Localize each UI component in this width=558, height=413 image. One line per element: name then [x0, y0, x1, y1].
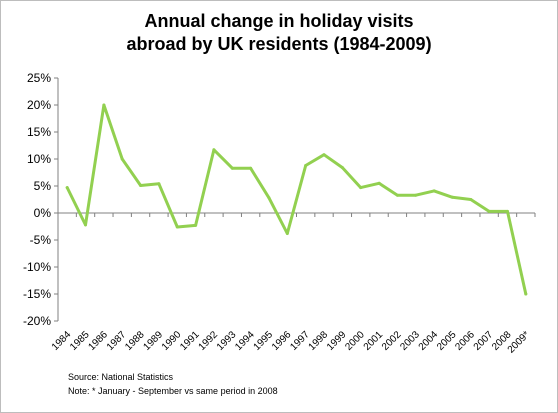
data-point: [102, 103, 106, 107]
x-tick-label: 1986: [86, 329, 110, 353]
x-tick-label: 1991: [178, 329, 202, 353]
x-tick-label: 1987: [105, 329, 129, 353]
footnote: Note: * January - September vs same peri…: [68, 386, 278, 396]
data-point: [285, 232, 289, 235]
data-point: [120, 157, 124, 161]
y-tick-label: -10%: [23, 260, 51, 274]
data-point: [506, 209, 509, 213]
x-tick-label: 1985: [68, 329, 92, 353]
data-point: [469, 198, 473, 201]
series-line: [65, 103, 528, 296]
x-tick-label: 1990: [160, 329, 184, 353]
x-tick-label: 1993: [215, 329, 239, 353]
data-point: [267, 196, 271, 200]
data-point: [194, 223, 198, 227]
y-tick-label: -5%: [30, 233, 52, 247]
y-tick-label: -20%: [23, 314, 51, 328]
x-tick-label: 2002: [380, 329, 404, 353]
data-point: [487, 209, 491, 213]
x-tick-label: 1996: [270, 329, 294, 353]
data-point: [432, 189, 436, 193]
data-point: [414, 193, 418, 197]
x-tick-label: 1999: [325, 329, 349, 353]
data-point: [157, 182, 161, 186]
x-tick-label: 1984: [50, 329, 74, 353]
data-point: [322, 153, 326, 157]
x-tick-label: 2007: [472, 329, 496, 353]
y-axis: 25% 20% 15% 10% 5% 0% -5% -10% -15% -20%: [23, 71, 59, 328]
x-tick-label: 1992: [197, 329, 221, 353]
data-point: [230, 166, 234, 170]
data-point: [524, 292, 528, 296]
x-tick-label: 2006: [453, 329, 477, 353]
x-tick-label: 2001: [362, 329, 386, 353]
data-point: [249, 166, 253, 170]
chart-footer: Source: National Statistics Note: * Janu…: [68, 370, 278, 398]
y-tick-label: 5%: [34, 179, 52, 193]
x-tick-label: 1994: [233, 329, 257, 353]
source-note: Source: National Statistics: [68, 372, 174, 382]
x-tick-label: 2005: [435, 329, 459, 353]
series-line-group: [65, 103, 528, 296]
data-point: [377, 181, 381, 185]
chart-title-line-2: abroad by UK residents (1984-2009): [126, 34, 432, 54]
x-tick-label: 1997: [288, 329, 312, 353]
x-tick-label: 1998: [307, 329, 331, 353]
data-point: [395, 193, 399, 197]
y-tick-label: 25%: [27, 71, 51, 85]
data-point: [304, 164, 308, 167]
chart-title-line-1: Annual change in holiday visits: [144, 11, 414, 31]
data-point: [139, 184, 143, 187]
data-point: [450, 195, 454, 199]
x-tick-label: 1995: [252, 329, 276, 353]
x-tick-label: 1989: [142, 329, 166, 353]
chart-title: Annual change in holiday visits abroad b…: [0, 10, 558, 56]
data-point: [84, 223, 87, 227]
data-point: [340, 166, 344, 170]
x-tick-label: 2000: [343, 329, 367, 353]
data-point: [175, 225, 179, 229]
x-tick-label: 1988: [123, 329, 147, 353]
y-tick-label: -15%: [23, 287, 51, 301]
y-tick-label: 20%: [27, 98, 51, 112]
data-point: [359, 186, 363, 190]
x-tick-label: 2004: [417, 329, 441, 353]
data-point: [65, 186, 69, 190]
x-axis: 1984198519861987198819891990199119921993…: [50, 212, 536, 356]
y-tick-label: 10%: [27, 152, 51, 166]
x-tick-label: 2003: [398, 329, 422, 353]
y-tick-label: 0%: [34, 206, 52, 220]
data-point: [212, 148, 216, 152]
y-tick-label: 15%: [27, 125, 51, 139]
